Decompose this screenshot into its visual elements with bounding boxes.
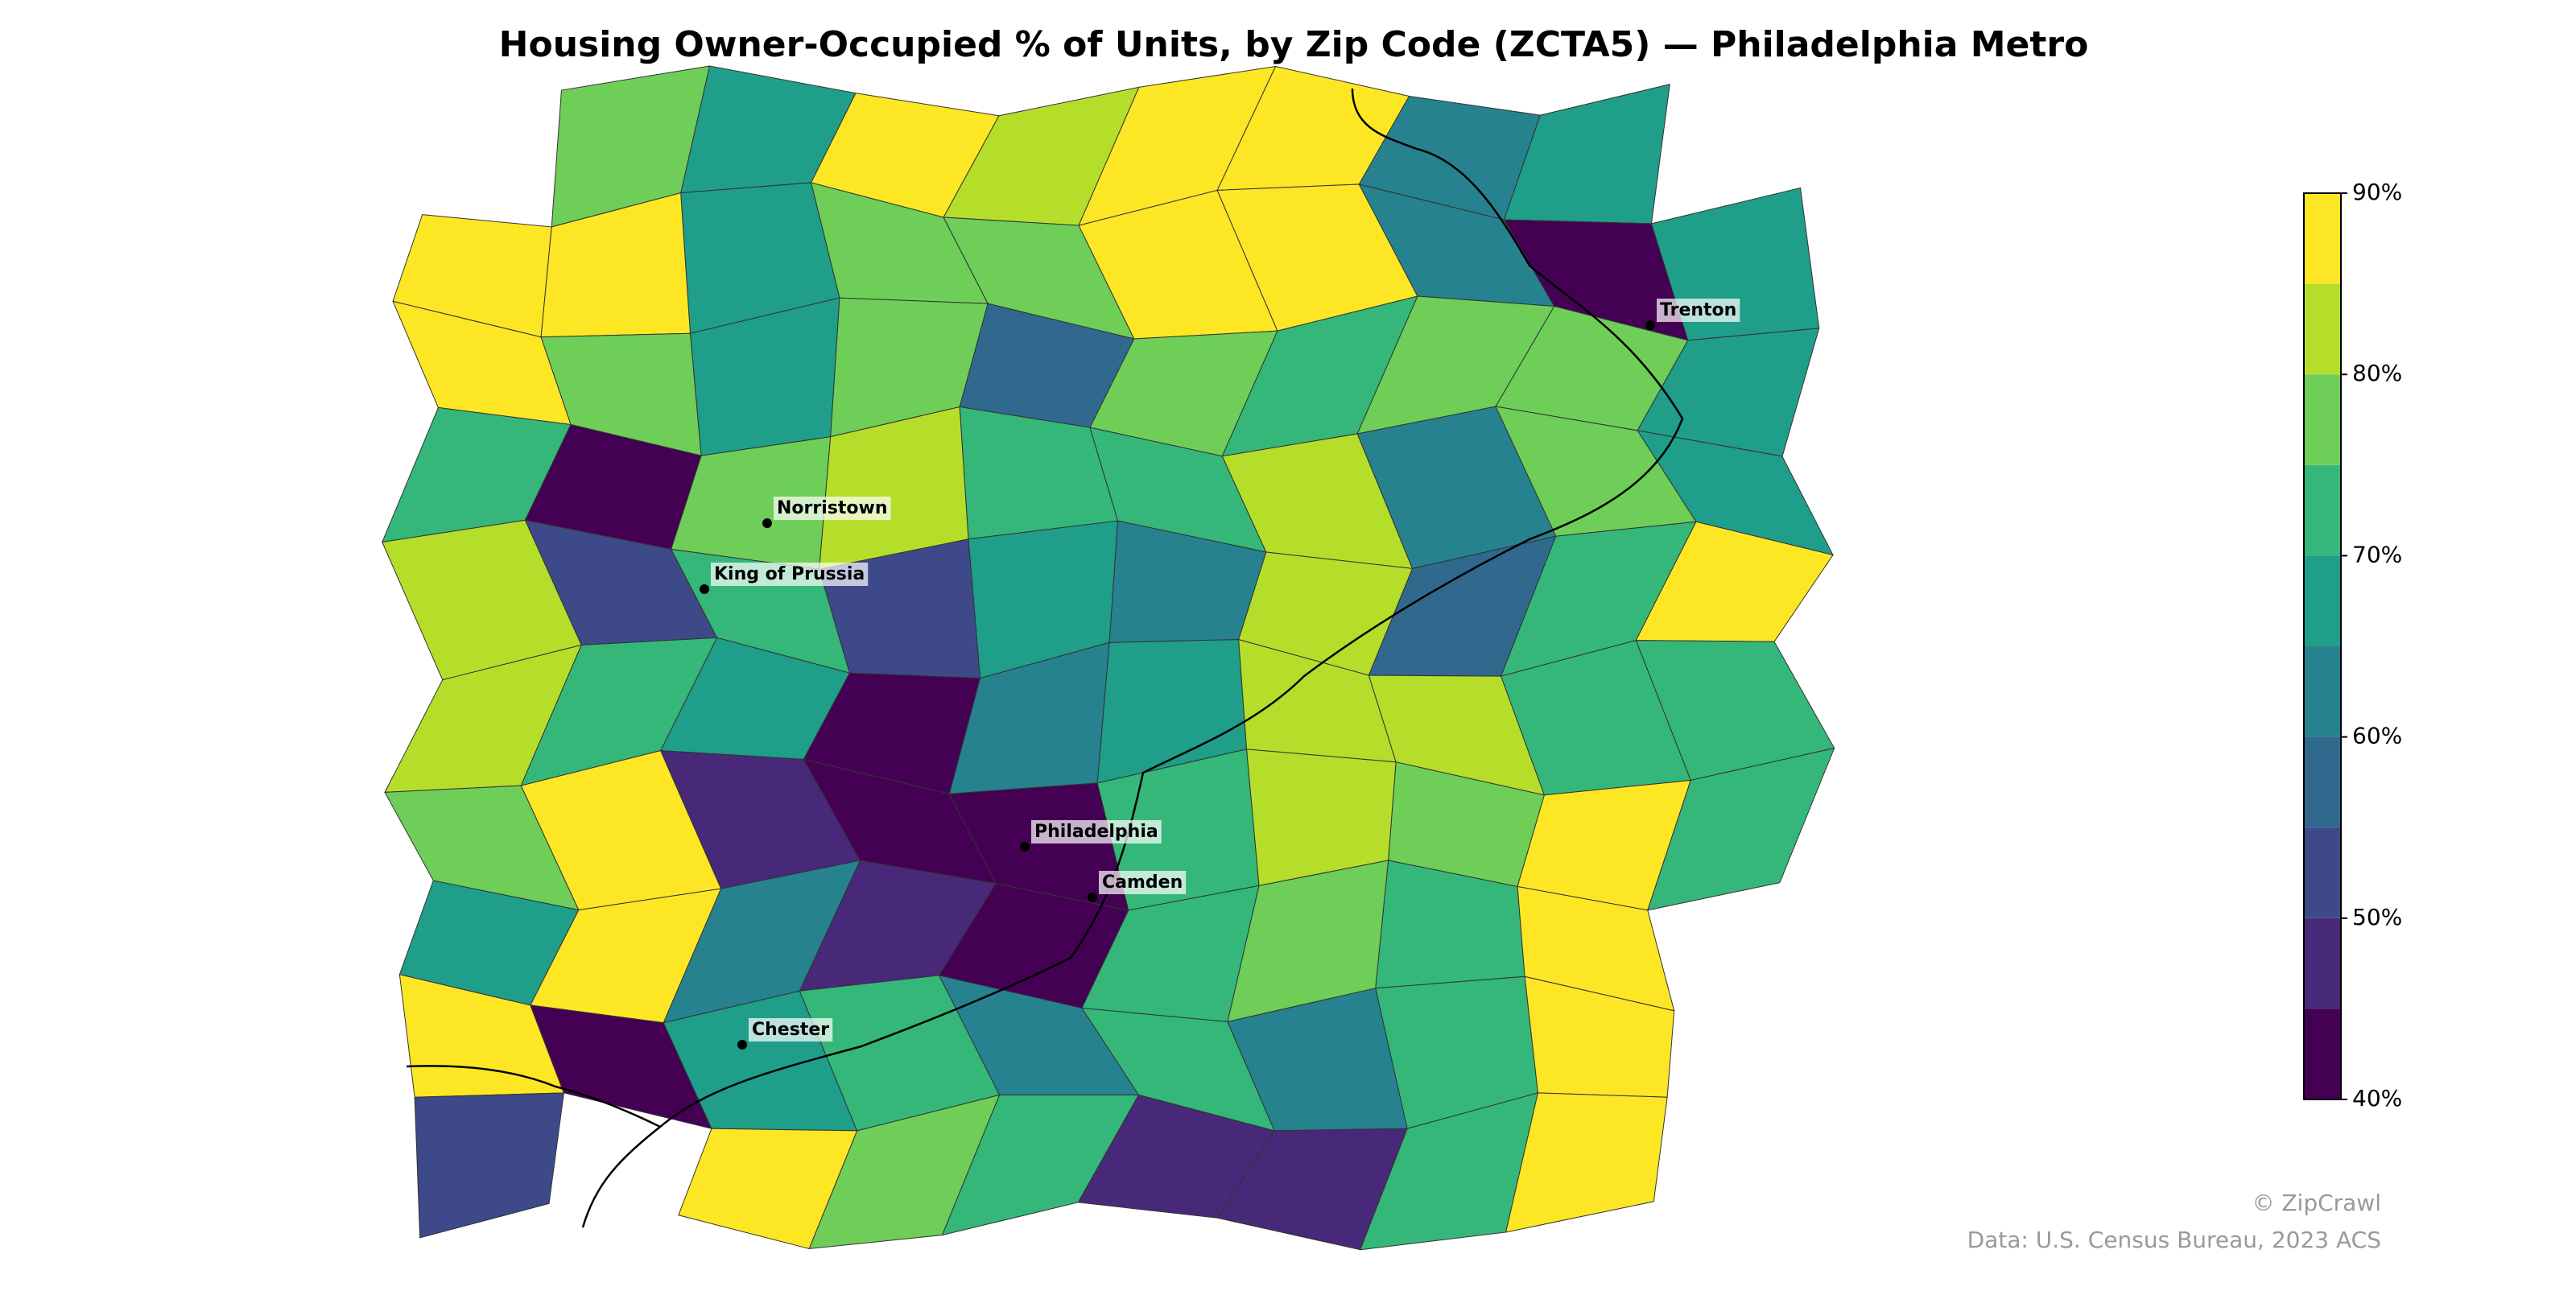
colorbar-bin <box>2304 555 2341 646</box>
city-dot <box>737 1040 747 1050</box>
city-label: Norristown <box>777 498 887 518</box>
colorbar-bin <box>2304 918 2341 1009</box>
colorbar-bin <box>2304 464 2341 556</box>
city-label: Trenton <box>1660 300 1736 320</box>
colorbar-tick-label: 70% <box>2352 541 2402 567</box>
city-label-bg <box>711 563 869 586</box>
colorbar-tick-label: 40% <box>2352 1085 2402 1112</box>
colorbar-bin <box>2304 193 2341 284</box>
source: Data: U.S. Census Bureau, 2023 ACS <box>1967 1227 2381 1253</box>
city-dot <box>1020 842 1030 852</box>
city-dot <box>700 584 709 594</box>
state-line <box>406 1065 661 1128</box>
city-dot <box>762 518 772 528</box>
colorbar-bin <box>2304 736 2341 828</box>
credit: © ZipCrawl <box>2252 1190 2381 1216</box>
city-label-bg <box>1657 299 1740 322</box>
colorbar-bin <box>2304 283 2341 375</box>
city-label: Chester <box>752 1020 829 1040</box>
zip-region <box>414 1092 564 1239</box>
city-label: Camden <box>1102 872 1183 893</box>
colorbar-bin <box>2304 827 2341 918</box>
regions <box>381 65 1835 1251</box>
colorbar-bin <box>2304 1008 2341 1099</box>
city-label-bg <box>1099 871 1187 894</box>
city-label-bg <box>1031 820 1162 843</box>
colorbar-bin <box>2304 646 2341 737</box>
colorbar: 40% 50% 60% 70% 80% 90% <box>2303 179 2402 1112</box>
city-label-bg <box>774 497 891 520</box>
city-labels: Norristown King of Prussia Philadelphia Cam… <box>700 299 1740 1050</box>
colorbar-bin <box>2304 374 2341 465</box>
city-dot <box>1088 893 1097 902</box>
zip-region <box>1503 84 1670 225</box>
colorbar-tick-label: 80% <box>2352 360 2402 386</box>
zip-region <box>1505 1092 1668 1233</box>
colorbar-frame <box>2303 192 2342 1100</box>
city-label: Philadelphia <box>1034 822 1158 842</box>
map-title: Housing Owner-Occupied % of Units, by Zi… <box>499 24 2089 65</box>
zip-region <box>1647 747 1835 911</box>
river <box>581 88 1684 1228</box>
city-dot <box>1645 320 1655 330</box>
city-label-bg <box>749 1018 833 1041</box>
colorbar-tick-label: 50% <box>2352 904 2402 930</box>
city-label: King of Prussia <box>714 564 865 584</box>
colorbar-tick-label: 90% <box>2352 179 2402 205</box>
colorbar-tick-label: 60% <box>2352 723 2402 749</box>
